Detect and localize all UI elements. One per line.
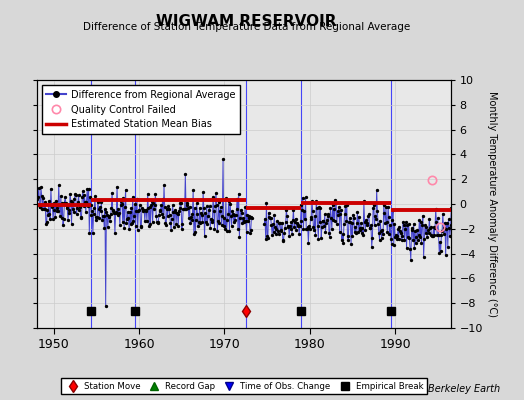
Y-axis label: Monthly Temperature Anomaly Difference (°C): Monthly Temperature Anomaly Difference (… [487,91,497,317]
Text: Berkeley Earth: Berkeley Earth [428,384,500,394]
Text: Difference of Station Temperature Data from Regional Average: Difference of Station Temperature Data f… [83,22,410,32]
Text: WIGWAM RESERVOIR: WIGWAM RESERVOIR [156,14,336,29]
Legend: Station Move, Record Gap, Time of Obs. Change, Empirical Break: Station Move, Record Gap, Time of Obs. C… [61,378,427,394]
